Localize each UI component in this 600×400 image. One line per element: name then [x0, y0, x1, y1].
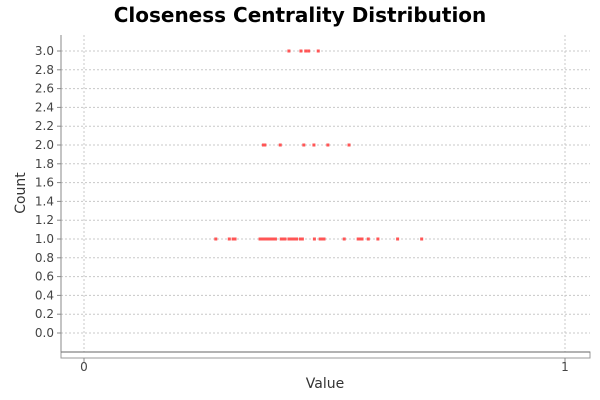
data-point [312, 237, 316, 241]
y-axis-label: Count [13, 172, 29, 214]
data-point [320, 237, 324, 241]
y-tick-label: 0.2 [35, 307, 54, 321]
y-tick-label: 2.4 [35, 100, 54, 114]
y-tick-label: 3.0 [35, 44, 54, 58]
data-point [295, 237, 299, 241]
data-point [396, 237, 400, 241]
data-point [260, 237, 264, 241]
y-tick-label: 1.8 [35, 157, 54, 171]
data-point [262, 237, 266, 241]
data-point [279, 237, 283, 241]
data-point [356, 237, 360, 241]
x-tick-label: 0 [80, 360, 88, 374]
data-point [272, 237, 276, 241]
y-tick-label: 1.2 [35, 213, 54, 227]
y-tick-label: 1.6 [35, 176, 54, 190]
y-tick-label: 0.6 [35, 270, 54, 284]
data-point [312, 143, 316, 147]
chart-title: Closeness Centrality Distribution [114, 3, 487, 27]
data-point [318, 237, 322, 241]
data-point [291, 237, 295, 241]
y-tick-label: 2.0 [35, 138, 54, 152]
data-point [300, 237, 304, 241]
data-point [281, 237, 285, 241]
data-point [214, 237, 218, 241]
data-point [326, 143, 330, 147]
data-point [322, 237, 326, 241]
data-point [366, 237, 370, 241]
data-point [360, 237, 364, 241]
data-point [299, 49, 303, 53]
y-tick-label: 2.2 [35, 119, 54, 133]
y-tick-label: 2.6 [35, 82, 54, 96]
x-axis-strip [60, 351, 591, 359]
data-point [304, 49, 308, 53]
data-point [258, 237, 262, 241]
data-point [233, 237, 237, 241]
y-tick-label: 1.0 [35, 232, 54, 246]
y-tick-label: 2.8 [35, 63, 54, 77]
y-tick-label: 0.0 [35, 326, 54, 340]
x-tick-label: 1 [561, 360, 569, 374]
plot-area [61, 35, 590, 350]
y-tick-label: 0.4 [35, 288, 54, 302]
data-point [283, 237, 287, 241]
data-point [293, 237, 297, 241]
data-point [347, 143, 351, 147]
data-point [278, 143, 282, 147]
data-point [298, 237, 302, 241]
data-point [227, 237, 231, 241]
data-point [264, 237, 268, 241]
data-point [420, 237, 424, 241]
data-point [302, 143, 306, 147]
data-point [289, 237, 293, 241]
data-point [316, 49, 320, 53]
x-axis-label: Value [306, 376, 344, 392]
y-axis: 0.0 0.2 0.4 0.6 0.8 1.0 1.2 1.4 1.6 1.8 2.0 2.2 2.4 2… [35, 44, 61, 340]
data-point [287, 237, 291, 241]
y-tick-label: 1.4 [35, 194, 54, 208]
data-point [270, 237, 274, 241]
data-point [266, 237, 270, 241]
data-point [376, 237, 380, 241]
data-point [358, 237, 362, 241]
data-point [342, 237, 346, 241]
data-point [307, 49, 311, 53]
data-point [263, 143, 267, 147]
data-points [214, 49, 424, 241]
y-tick-label: 0.8 [35, 251, 54, 265]
data-point [287, 49, 291, 53]
data-point [273, 237, 277, 241]
data-point [231, 237, 235, 241]
data-point [268, 237, 272, 241]
